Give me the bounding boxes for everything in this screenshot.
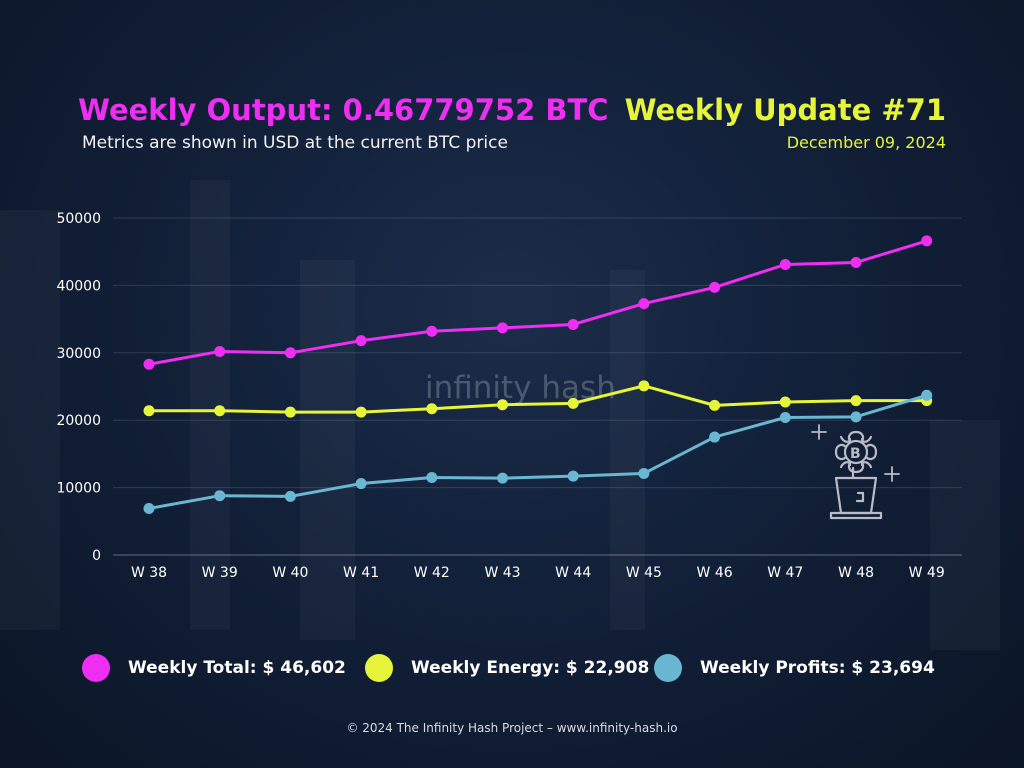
data-point-weekly-energy — [497, 399, 508, 411]
chart-lines — [148, 239, 928, 510]
x-tick-label: W 40 — [272, 565, 308, 581]
data-point-weekly-total — [497, 322, 508, 334]
data-point-weekly-total — [355, 335, 367, 347]
svg-text:B: B — [850, 446, 861, 462]
legend-dot-profits — [654, 654, 682, 682]
legend-item-profits: Weekly Profits: $ 23,694 — [654, 654, 935, 682]
data-point-weekly-total — [921, 235, 933, 247]
data-point-weekly-profits — [355, 478, 367, 490]
data-point-weekly-energy — [779, 396, 791, 408]
x-tick-label: W 46 — [697, 565, 733, 581]
data-point-weekly-energy — [567, 397, 579, 409]
data-point-weekly-energy — [284, 406, 296, 418]
weekly-update-title: Weekly Update #71 — [624, 93, 946, 127]
data-point-weekly-profits — [921, 389, 933, 401]
data-point-weekly-profits — [143, 502, 155, 514]
data-point-weekly-profits — [426, 471, 438, 483]
legend-item-total: Weekly Total: $ 46,602 — [82, 654, 346, 682]
x-tick-label: W 42 — [414, 565, 450, 581]
data-point-weekly-total — [567, 318, 579, 330]
bitcoin-plant-icon: B — [811, 424, 900, 520]
data-point-weekly-total — [426, 325, 438, 337]
y-tick-label: 30000 — [56, 346, 101, 362]
x-tick-label: W 38 — [131, 565, 167, 581]
update-date: December 09, 2024 — [786, 133, 946, 152]
data-point-weekly-total — [284, 347, 296, 359]
data-point-weekly-profits — [214, 490, 226, 502]
y-tick-label: 10000 — [56, 481, 101, 497]
data-point-weekly-total — [850, 256, 862, 268]
chart-points — [143, 235, 933, 514]
x-tick-label: W 47 — [767, 565, 803, 581]
footer-copyright: © 2024 The Infinity Hash Project – www.i… — [346, 721, 678, 735]
x-tick-label: W 41 — [343, 565, 379, 581]
data-point-weekly-profits — [638, 467, 650, 479]
series-line-weekly-profits — [148, 393, 928, 510]
data-point-weekly-profits — [850, 411, 862, 423]
data-point-weekly-energy — [638, 380, 650, 392]
data-point-weekly-energy — [426, 403, 438, 415]
legend: Weekly Total: $ 46,602 Weekly Energy: $ … — [82, 654, 942, 686]
y-tick-label: 20000 — [56, 413, 101, 429]
data-point-weekly-profits — [497, 472, 508, 484]
data-point-weekly-profits — [284, 490, 296, 502]
weekly-output-title: Weekly Output: 0.46779752 BTC — [78, 93, 609, 127]
y-tick-label: 0 — [92, 548, 101, 564]
series-line-weekly-energy — [149, 384, 927, 414]
legend-label-energy: Weekly Energy: $ 22,908 — [411, 658, 650, 678]
data-point-weekly-energy — [214, 405, 226, 417]
legend-dot-total — [82, 654, 110, 682]
legend-item-energy: Weekly Energy: $ 22,908 — [365, 654, 649, 682]
x-tick-label: W 43 — [484, 565, 520, 581]
data-point-weekly-profits — [779, 412, 791, 424]
y-tick-label: 50000 — [56, 211, 101, 227]
data-point-weekly-profits — [709, 431, 721, 443]
x-tick-label: W 39 — [202, 565, 238, 581]
series-line-weekly-total — [148, 239, 928, 366]
metrics-subtitle: Metrics are shown in USD at the current … — [82, 133, 508, 153]
data-point-weekly-energy — [355, 406, 367, 418]
data-point-weekly-total — [779, 259, 791, 271]
data-point-weekly-energy — [709, 399, 721, 411]
x-tick-label: W 44 — [555, 565, 591, 581]
x-tick-label: W 49 — [909, 565, 945, 581]
legend-dot-energy — [365, 654, 393, 682]
y-tick-label: 40000 — [56, 278, 101, 294]
legend-label-profits: Weekly Profits: $ 23,694 — [700, 658, 935, 678]
data-point-weekly-profits — [567, 470, 579, 482]
chart-grid: 0 10000 20000 30000 40000 50000 W 38 W 39 W 40 W … — [56, 211, 962, 581]
data-point-weekly-total — [638, 298, 650, 310]
data-point-weekly-energy — [850, 395, 862, 407]
x-tick-label: W 48 — [838, 565, 874, 581]
data-point-weekly-energy — [143, 405, 155, 417]
x-tick-label: W 45 — [626, 565, 662, 581]
data-point-weekly-total — [709, 281, 721, 293]
data-point-weekly-total — [214, 345, 226, 357]
data-point-weekly-total — [143, 358, 155, 370]
legend-label-total: Weekly Total: $ 46,602 — [128, 658, 346, 678]
